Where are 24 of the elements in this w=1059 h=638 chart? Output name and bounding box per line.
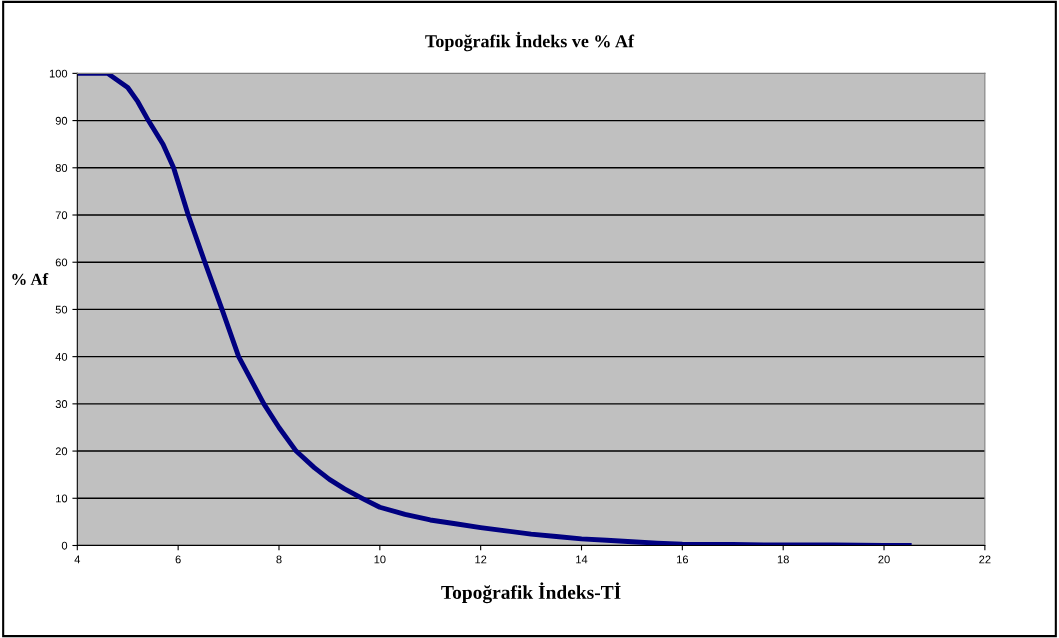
x-tick-label: 14: [576, 555, 588, 564]
y-tick-label: 0: [61, 541, 68, 550]
x-tick-label: 20: [878, 555, 890, 564]
y-tick-label: 10: [56, 494, 68, 503]
chart-title: Topoğrafik İndeks ve % Af: [425, 31, 635, 52]
x-tick-label: 6: [175, 555, 181, 564]
y-tick-label: 90: [55, 116, 68, 125]
x-tick-label: 12: [475, 555, 487, 564]
x-tick-label: 8: [276, 555, 282, 564]
y-tick-label: 80: [55, 164, 68, 172]
x-tick-label: 18: [777, 555, 789, 564]
x-tick-label: 16: [677, 555, 689, 564]
y-tick-label: 70: [55, 211, 68, 220]
y-tick-label: 20: [55, 447, 68, 456]
y-tick-label: 60: [55, 258, 68, 267]
x-tick-label: 22: [979, 555, 991, 564]
x-tick-label: 4: [74, 555, 81, 564]
y-tick-label: 100: [49, 69, 68, 78]
y-tick-label: 40: [55, 352, 68, 361]
y-axis-title: % Af: [12, 272, 49, 285]
x-tick-label: 10: [374, 555, 386, 564]
x-axis-title: Topoğrafik İndeks-Tİ: [441, 582, 621, 604]
y-tick-label: 30: [55, 400, 68, 408]
y-tick-label: 50: [55, 305, 68, 314]
